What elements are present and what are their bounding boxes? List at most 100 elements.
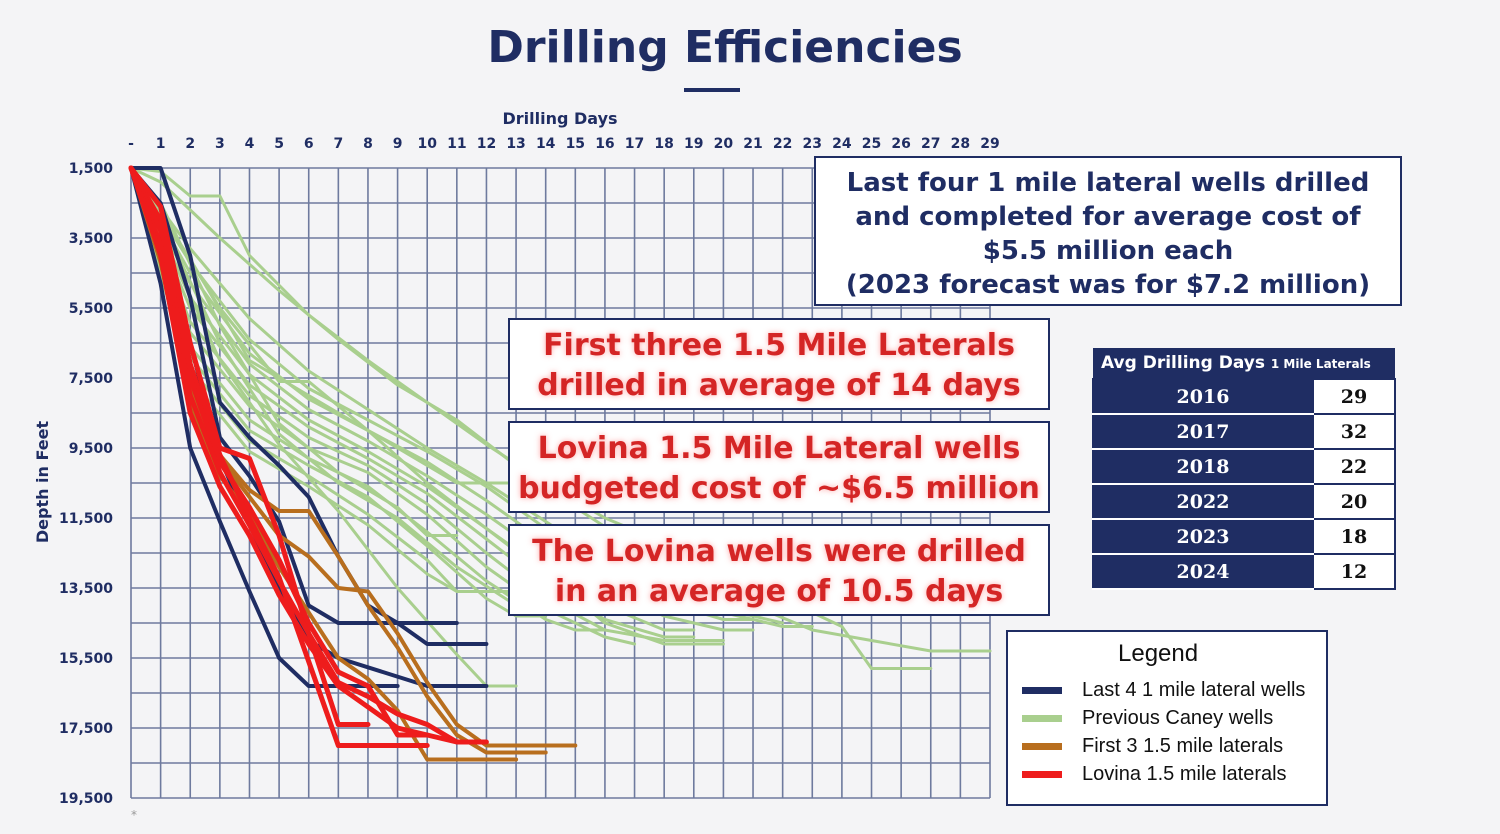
series-line — [129, 166, 459, 625]
year-cell: 2018 — [1092, 448, 1314, 485]
table-header-main: Avg Drilling Days — [1101, 353, 1265, 373]
days-cell: 22 — [1312, 448, 1396, 485]
footnote-marker: * — [131, 808, 137, 822]
chart-legend: Legend Last 4 1 mile lateral wells Previ… — [1006, 630, 1328, 806]
page-title: Drilling Efficiencies — [487, 22, 963, 73]
legend-label: Previous Caney wells — [1082, 706, 1274, 729]
first-three-line-1: First three 1.5 Mile Laterals — [543, 328, 1015, 363]
budget-line-2: budgeted cost of ~$6.5 million — [518, 471, 1040, 506]
series-line — [128, 165, 371, 727]
legend-swatch — [1022, 742, 1062, 750]
x-tick-label: 3 — [215, 136, 225, 152]
x-tick-label: 4 — [245, 136, 255, 152]
y-tick-label: 17,500 — [59, 721, 113, 737]
y-tick-label: 15,500 — [59, 651, 113, 667]
legend-label: First 3 1.5 mile laterals — [1082, 734, 1284, 757]
x-tick-label: 26 — [891, 136, 910, 152]
budget-line-1: Lovina 1.5 Mile Lateral wells — [537, 431, 1021, 466]
table-row: 2018 22 — [1092, 448, 1396, 485]
legend-swatch — [1022, 770, 1062, 778]
average-days-line-2: in an average of 10.5 days — [554, 574, 1004, 609]
y-axis-label: Depth in Feet — [33, 421, 52, 544]
x-tick-label: 9 — [393, 136, 403, 152]
cost-callout-line-2: and completed for average cost of — [855, 202, 1361, 232]
series-line — [129, 166, 578, 748]
series-line — [128, 165, 489, 745]
legend-item-first-3-laterals: First 3 1.5 mile laterals — [1022, 734, 1283, 758]
table-row: 2023 18 — [1092, 518, 1396, 555]
x-tick-label: 23 — [803, 136, 822, 152]
budget-callout: Lovina 1.5 Mile Lateral wells budgeted c… — [508, 421, 1050, 513]
x-tick-label: 25 — [862, 136, 881, 152]
series-line — [129, 166, 518, 688]
year-cell: 2023 — [1092, 518, 1314, 555]
legend-item-last-4-wells: Last 4 1 mile lateral wells — [1022, 678, 1305, 702]
y-tick-label: 3,500 — [69, 231, 114, 247]
series-line — [129, 166, 400, 688]
table-header-row: Avg Drilling Days 1 Mile Laterals — [1093, 348, 1395, 379]
first-three-callout: First three 1.5 Mile Laterals drilled in… — [508, 318, 1050, 410]
x-tick-label: - — [128, 136, 134, 152]
x-tick-label: 27 — [921, 136, 940, 152]
cost-callout-line-3: $5.5 million each — [982, 236, 1234, 266]
legend-label: Last 4 1 mile lateral wells — [1082, 678, 1306, 701]
y-tick-label: 5,500 — [69, 301, 114, 317]
year-cell: 2022 — [1092, 483, 1314, 520]
x-tick-label: 2 — [185, 136, 195, 152]
x-tick-label: 5 — [274, 136, 284, 152]
x-tick-label: 11 — [447, 136, 466, 152]
year-cell: 2024 — [1092, 553, 1314, 590]
series-line — [129, 166, 637, 646]
x-tick-label: 6 — [304, 136, 314, 152]
x-tick-label: 16 — [595, 136, 614, 152]
x-tick-label: 17 — [625, 136, 644, 152]
table-row: 2024 12 — [1092, 553, 1396, 590]
x-tick-label: 13 — [506, 136, 525, 152]
x-tick-label: 20 — [714, 136, 734, 152]
y-tick-label: 13,500 — [59, 581, 113, 597]
x-axis-label: Drilling Days — [502, 109, 617, 128]
cost-callout: Last four 1 mile lateral wells drilled a… — [814, 156, 1402, 306]
x-tick-label: 15 — [566, 136, 585, 152]
legend-title: Legend — [1118, 640, 1199, 667]
average-days-line-1: The Lovina wells were drilled — [532, 534, 1026, 569]
x-tick-label: 24 — [832, 136, 852, 152]
title-underline — [684, 88, 740, 92]
legend-swatch — [1022, 714, 1062, 722]
year-cell: 2016 — [1092, 378, 1314, 415]
series-line — [129, 166, 518, 485]
x-tick-label: 29 — [980, 136, 999, 152]
x-tick-label: 21 — [743, 136, 762, 152]
table-row: 2022 20 — [1092, 483, 1396, 520]
x-tick-label: 28 — [951, 136, 970, 152]
y-tick-label: 11,500 — [59, 511, 113, 527]
x-tick-label: 7 — [333, 136, 343, 152]
table-row: 2017 32 — [1092, 413, 1396, 450]
average-days-callout: The Lovina wells were drilled in an aver… — [508, 524, 1050, 616]
table-row: 2016 29 — [1092, 378, 1396, 415]
x-tick-label: 10 — [417, 136, 437, 152]
series-line — [129, 166, 725, 642]
series-line — [128, 165, 460, 745]
x-tick-label: 14 — [536, 136, 556, 152]
y-tick-label: 9,500 — [69, 441, 114, 457]
series-line — [129, 166, 755, 632]
x-tick-label: 12 — [477, 136, 496, 152]
days-cell: 18 — [1312, 518, 1396, 555]
y-tick-label: 19,500 — [59, 791, 113, 807]
x-tick-label: 1 — [156, 136, 166, 152]
y-tick-label: 1,500 — [69, 161, 114, 177]
days-cell: 12 — [1312, 553, 1396, 590]
legend-item-previous-caney: Previous Caney wells — [1022, 706, 1273, 730]
cost-callout-line-1: Last four 1 mile lateral wells drilled — [846, 168, 1370, 198]
avg-drilling-days-table: Avg Drilling Days 1 Mile Laterals 2016 29… — [1092, 348, 1396, 590]
table-header: Avg Drilling Days 1 Mile Laterals — [1093, 348, 1395, 379]
year-cell: 2017 — [1092, 413, 1314, 450]
table-header-sub: 1 Mile Laterals — [1270, 357, 1371, 371]
first-three-line-2: drilled in average of 14 days — [537, 368, 1021, 403]
legend-swatch — [1022, 686, 1062, 694]
y-tick-label: 7,500 — [69, 371, 114, 387]
series-line — [129, 166, 459, 537]
legend-item-lovina-laterals: Lovina 1.5 mile laterals — [1022, 762, 1287, 786]
days-cell: 32 — [1312, 413, 1396, 450]
